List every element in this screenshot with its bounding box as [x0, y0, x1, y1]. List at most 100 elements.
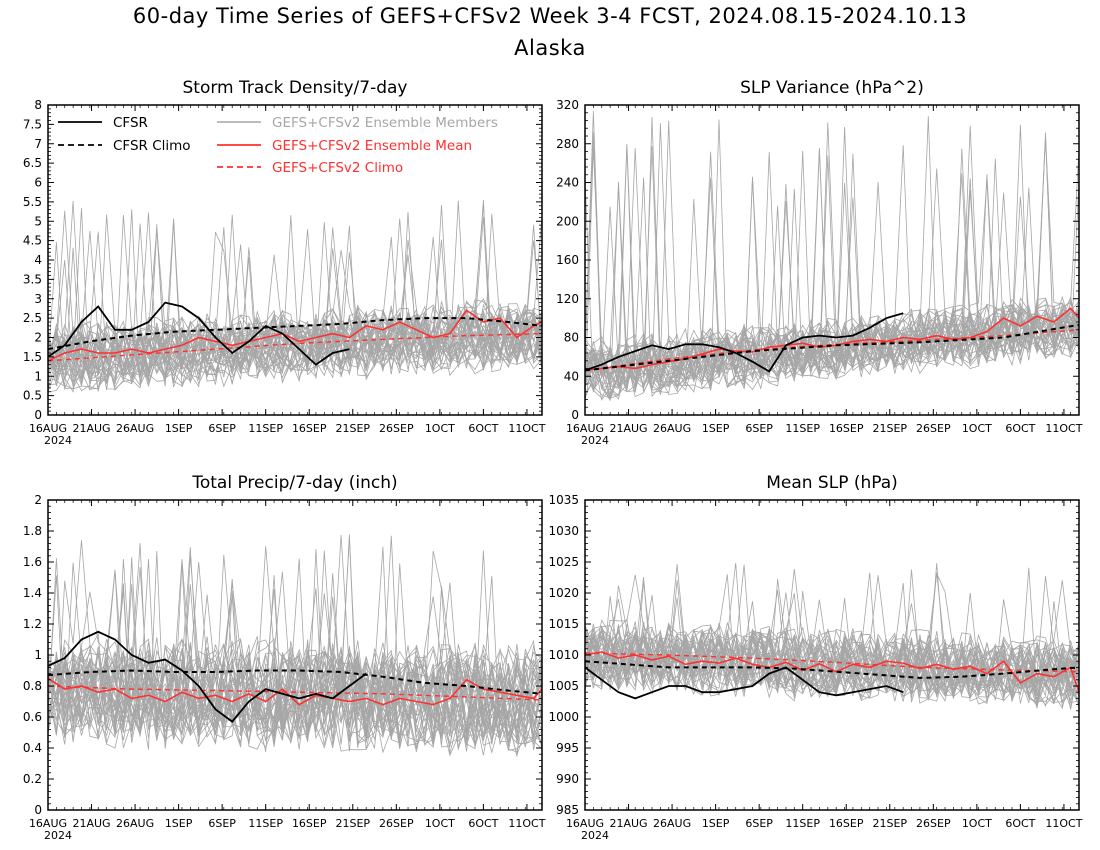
ensemble-member-line: [47, 213, 543, 386]
legend-label: CFSR: [113, 115, 148, 131]
ensemble-member-line: [584, 145, 1080, 390]
y-tick-label: 1005: [548, 679, 579, 693]
x-tick-label: 1OCT: [425, 422, 455, 435]
y-tick-label: 320: [556, 98, 579, 112]
y-tick-label: 1020: [548, 586, 579, 600]
y-tick-label: 1.5: [23, 350, 42, 364]
x-tick-label: 26AUG: [653, 817, 691, 830]
ensemble-member-line: [47, 309, 543, 382]
y-tick-label: 1.4: [23, 586, 42, 600]
x-tick-label: 21AUG: [72, 817, 110, 830]
legend-label: GEFS+CFSv2 Ensemble Mean: [272, 138, 472, 154]
y-tick-label: 8: [34, 98, 42, 112]
y-tick-label: 990: [556, 772, 579, 786]
series-line-cfsr-climo: [47, 317, 543, 351]
y-tick-label: 1025: [548, 555, 579, 569]
series-line-gefs-cfsv2-ensemble-mean: [47, 677, 543, 706]
y-tick-label: 0.8: [23, 679, 42, 693]
y-tick-label: 0.6: [23, 710, 42, 724]
chart-panel-4: Mean SLP (hPa) 985 990 995 1000 1005 1010 1015 1…: [548, 473, 1082, 842]
legend-label: GEFS+CFSv2 Climo: [272, 160, 403, 176]
ensemble-member-line: [47, 546, 543, 743]
x-tick-label: 26SEP: [916, 422, 951, 435]
x-tick-label: 11SEP: [248, 422, 283, 435]
y-tick-label: 40: [564, 369, 579, 383]
x-tick-label: 21AUG: [72, 422, 110, 435]
y-tick-label: 1.2: [23, 617, 42, 631]
x-year-label: 2024: [581, 434, 609, 447]
series-line-cfsr-climo: [584, 660, 1080, 679]
ensemble-member-line: [47, 561, 543, 747]
series-line-cfsr: [47, 301, 350, 366]
x-tick-label: 16AUG: [566, 422, 604, 435]
ensemble-members: [47, 200, 543, 393]
y-tick-label: 1010: [548, 648, 579, 662]
y-tick-label: 7: [34, 137, 42, 151]
ensemble-members: [47, 534, 543, 757]
ensemble-member-line: [47, 588, 543, 752]
ensemble-member-line: [584, 569, 1080, 689]
y-tick-label: 200: [556, 214, 579, 228]
ensemble-member-line: [47, 210, 543, 372]
y-tick-label: 2: [34, 493, 42, 507]
y-tick-label: 0.5: [23, 389, 42, 403]
y-tick-label: 0: [34, 803, 42, 817]
figure-title: 60-day Time Series of GEFS+CFSv2 Week 3-…: [132, 4, 968, 28]
x-tick-label: 26AUG: [116, 817, 154, 830]
x-tick-label: 16SEP: [829, 817, 864, 830]
series-line-cfsr: [584, 666, 904, 700]
y-tick-label: 2.5: [23, 311, 42, 325]
x-tick-label: 11OCT: [1045, 817, 1082, 830]
y-tick-label: 6: [34, 176, 42, 190]
x-tick-label: 1SEP: [165, 422, 193, 435]
legend-label: CFSR Climo: [113, 138, 191, 154]
y-tick-label: 6.5: [23, 156, 42, 170]
y-tick-label: 3: [34, 292, 42, 306]
y-tick-label: 1: [34, 369, 42, 383]
series-line-gefs-cfsv2-climo: [584, 652, 1080, 673]
series-line-cfsr-climo: [584, 323, 1080, 372]
x-tick-label: 11SEP: [248, 817, 283, 830]
y-tick-label: 1035: [548, 493, 579, 507]
y-tick-label: 4: [34, 253, 42, 267]
ensemble-member-line: [47, 200, 543, 393]
x-tick-label: 6SEP: [208, 422, 236, 435]
x-tick-label: 21AUG: [609, 422, 647, 435]
chart-panel-2: SLP Variance (hPa^2) 0 40 80 120 160 200 240 280…: [556, 78, 1083, 447]
x-tick-label: 26AUG: [116, 422, 154, 435]
x-tick-label: 16AUG: [566, 817, 604, 830]
x-tick-label: 1OCT: [962, 422, 992, 435]
x-tick-label: 21SEP: [335, 422, 370, 435]
x-tick-label: 1SEP: [702, 422, 730, 435]
y-tick-label: 280: [556, 137, 579, 151]
ensemble-members: [584, 562, 1080, 710]
ensemble-member-line: [47, 570, 543, 729]
x-tick-label: 11OCT: [508, 422, 545, 435]
ensemble-member-line: [584, 126, 1080, 389]
ensemble-member-line: [584, 148, 1080, 388]
y-tick-label: 120: [556, 292, 579, 306]
ensemble-member-line: [584, 628, 1080, 703]
series-line-gefs-cfsv2-climo: [47, 332, 543, 362]
ensemble-member-line: [47, 559, 543, 741]
y-tick-label: 985: [556, 803, 579, 817]
ensemble-member-line: [584, 148, 1080, 402]
y-tick-label: 4.5: [23, 234, 42, 248]
y-tick-label: 5.5: [23, 195, 42, 209]
x-tick-label: 6SEP: [208, 817, 236, 830]
x-tick-label: 1OCT: [962, 817, 992, 830]
chart-title: Total Precip/7-day (inch): [191, 473, 397, 493]
ensemble-member-line: [47, 200, 543, 381]
x-year-label: 2024: [44, 434, 72, 447]
y-tick-label: 995: [556, 741, 579, 755]
x-tick-label: 21SEP: [335, 817, 370, 830]
chart-panel-3: Total Precip/7-day (inch)00.20.40.60.811…: [23, 473, 546, 842]
y-tick-label: 0.4: [23, 741, 42, 755]
y-tick-label: 1.6: [23, 555, 42, 569]
ensemble-member-line: [584, 571, 1080, 701]
x-tick-label: 26SEP: [379, 422, 414, 435]
y-tick-label: 2: [34, 331, 42, 345]
y-tick-label: 0: [34, 408, 42, 422]
y-tick-label: 1000: [548, 710, 579, 724]
